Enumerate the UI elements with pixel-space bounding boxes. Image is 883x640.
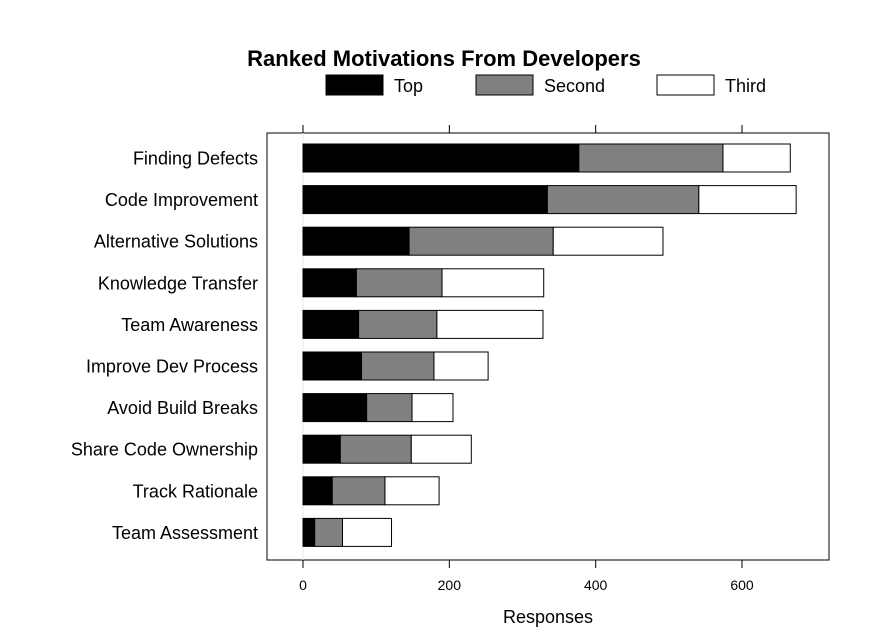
category-label-avoid-build-breaks: Avoid Build Breaks	[107, 398, 258, 418]
bar-knowledge-transfer-third	[441, 268, 545, 298]
category-label-track-rationale: Track Rationale	[133, 481, 258, 501]
x-axis-title: Responses	[503, 607, 593, 627]
bar-alternative-solutions-second	[408, 226, 554, 256]
bar-share-code-ownership-top	[302, 434, 341, 464]
category-labels: Finding Defects Code Improvement Alternati…	[71, 149, 258, 543]
legend: Top Second Third	[325, 74, 766, 96]
bar-finding-defects-top	[302, 143, 580, 173]
bar-alternative-solutions-top	[302, 226, 410, 256]
bar-avoid-build-breaks-top	[302, 393, 368, 423]
category-label-team-awareness: Team Awareness	[121, 315, 258, 335]
bar-team-assessment-top	[302, 517, 316, 547]
bar-finding-defects-third	[722, 143, 791, 173]
legend-label-top: Top	[394, 76, 423, 96]
bar-code-improvement-second	[546, 185, 700, 215]
bar-improve-dev-process-top	[302, 351, 363, 381]
category-label-alternative-solutions: Alternative Solutions	[94, 232, 258, 252]
bar-share-code-ownership-third	[410, 434, 472, 464]
bar-team-awareness-third	[436, 309, 544, 339]
bar-finding-defects-second	[578, 143, 724, 173]
bar-track-rationale-second	[331, 476, 386, 506]
bar-track-rationale-third	[384, 476, 440, 506]
bar-knowledge-transfer-second	[355, 268, 443, 298]
bar-share-code-ownership-second	[339, 434, 412, 464]
legend-swatch-third	[656, 74, 715, 96]
bar-improve-dev-process-second	[361, 351, 435, 381]
bar-alternative-solutions-third	[552, 226, 664, 256]
x-tick-label-0: 0	[299, 577, 307, 593]
chart-title: Ranked Motivations From Developers	[247, 46, 641, 71]
bar-team-assessment-third	[342, 517, 393, 547]
bar-avoid-build-breaks-second	[366, 393, 413, 423]
bar-team-awareness-top	[302, 309, 360, 339]
bar-improve-dev-process-third	[433, 351, 489, 381]
legend-label-second: Second	[544, 76, 605, 96]
bars	[302, 143, 797, 547]
category-label-code-improvement: Code Improvement	[105, 190, 258, 210]
plot-frame	[266, 132, 830, 561]
bar-code-improvement-top	[302, 185, 548, 215]
legend-swatch-top	[325, 74, 384, 96]
bar-knowledge-transfer-top	[302, 268, 357, 298]
bar-team-assessment-second	[314, 517, 344, 547]
bar-avoid-build-breaks-third	[411, 393, 454, 423]
bar-code-improvement-third	[698, 185, 797, 215]
x-tick-label-600: 600	[730, 577, 754, 593]
x-axis-ticks: 0 200 400 600	[299, 125, 754, 593]
category-label-share-code-ownership: Share Code Ownership	[71, 440, 258, 460]
legend-label-third: Third	[725, 76, 766, 96]
bar-team-awareness-second	[358, 309, 438, 339]
category-label-knowledge-transfer: Knowledge Transfer	[98, 273, 258, 293]
category-label-finding-defects: Finding Defects	[133, 149, 258, 169]
category-label-team-assessment: Team Assessment	[112, 523, 258, 543]
bar-track-rationale-top	[302, 476, 333, 506]
x-tick-label-200: 200	[438, 577, 462, 593]
category-label-improve-dev-process: Improve Dev Process	[86, 357, 258, 377]
x-tick-label-400: 400	[584, 577, 608, 593]
legend-swatch-second	[475, 74, 534, 96]
